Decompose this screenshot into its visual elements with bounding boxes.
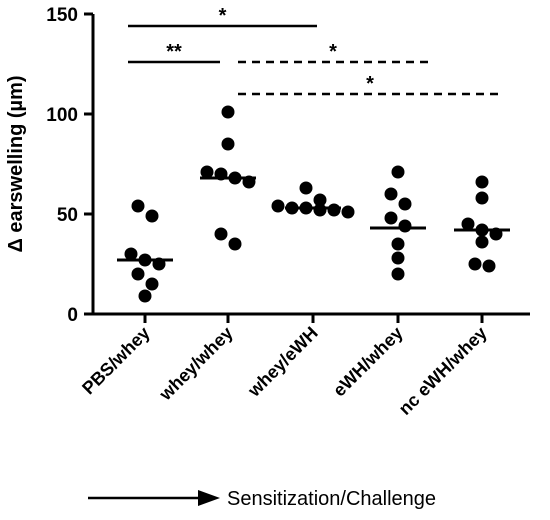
data-point xyxy=(391,165,405,179)
data-point xyxy=(384,187,398,201)
y-axis-label: Δ earswelling (µm) xyxy=(5,75,27,252)
data-point xyxy=(299,181,313,195)
data-point xyxy=(327,203,341,217)
category-label: whey/eWH xyxy=(243,323,322,402)
category-label: whey/whey xyxy=(155,323,237,405)
data-point xyxy=(228,237,242,251)
significance-label: * xyxy=(329,41,337,63)
category-label: PBS/whey xyxy=(78,323,154,399)
data-point xyxy=(271,199,285,213)
data-point xyxy=(391,251,405,265)
data-point xyxy=(221,105,235,119)
significance-bars: *** ** xyxy=(128,5,502,96)
data-point xyxy=(475,175,489,189)
category-label: nc eWH/whey xyxy=(395,323,491,419)
y-tick-label: 150 xyxy=(46,5,78,26)
data-point xyxy=(313,203,327,217)
data-point xyxy=(145,209,159,223)
footer: Sensitization/Challenge xyxy=(88,488,436,510)
x-axis-label: Sensitization/Challenge xyxy=(227,488,436,510)
data-point xyxy=(398,219,412,233)
data-point xyxy=(475,235,489,249)
significance-label: * xyxy=(219,5,227,27)
y-tick-label: 0 xyxy=(67,305,78,326)
data-point xyxy=(384,211,398,225)
data-point xyxy=(131,199,145,213)
significance-label: * xyxy=(366,73,374,95)
y-ticks: 0 50 100 150 xyxy=(46,5,93,326)
arrow-head xyxy=(198,490,220,506)
data-point xyxy=(214,227,228,241)
y-tick-label: 100 xyxy=(46,105,78,126)
data-point xyxy=(468,257,482,271)
data-point xyxy=(313,193,327,207)
median-lines xyxy=(117,176,510,262)
data-point xyxy=(341,205,355,219)
data-point xyxy=(131,267,145,281)
category-label: eWH/whey xyxy=(329,323,407,401)
data-point xyxy=(398,197,412,211)
data-point xyxy=(200,165,214,179)
data-point xyxy=(391,237,405,251)
data-point xyxy=(124,247,138,261)
data-point xyxy=(482,259,496,273)
data-point xyxy=(475,191,489,205)
data-point xyxy=(461,217,475,231)
data-point xyxy=(221,137,235,151)
significance-label: ** xyxy=(166,41,182,63)
data-point xyxy=(391,267,405,281)
data-points xyxy=(124,105,503,303)
y-tick-label: 50 xyxy=(57,205,78,226)
data-point xyxy=(145,277,159,291)
data-point xyxy=(138,289,152,303)
